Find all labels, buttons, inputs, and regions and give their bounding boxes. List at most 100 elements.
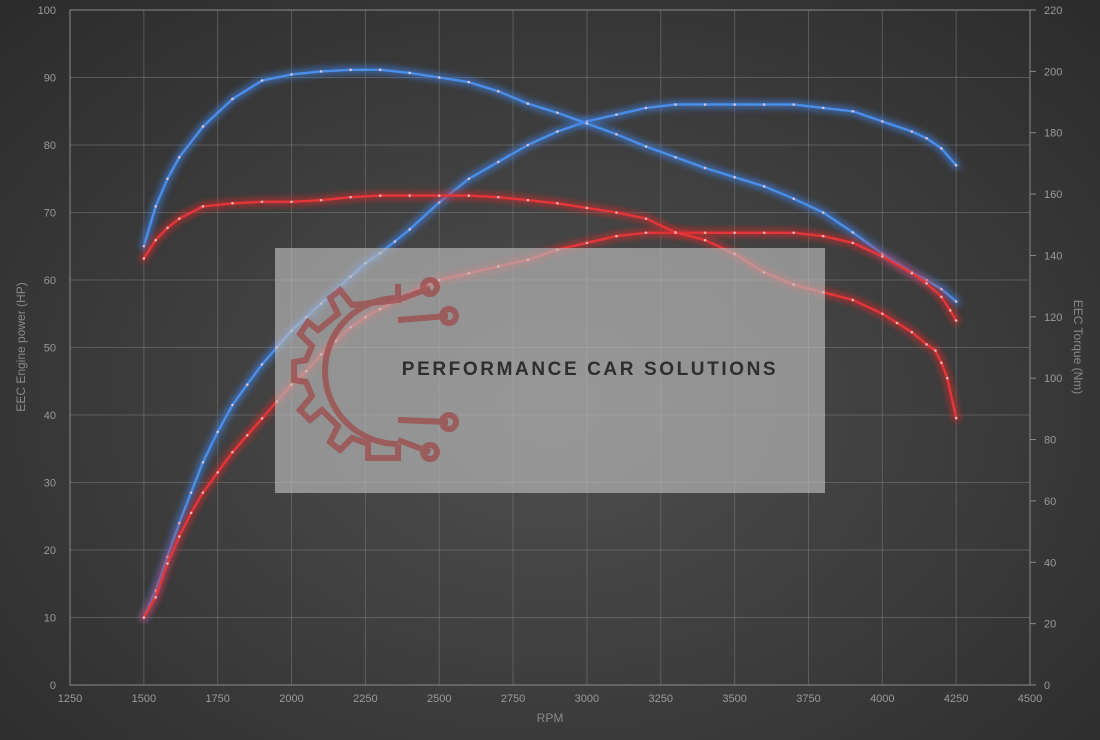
data-point bbox=[881, 255, 884, 258]
series-line bbox=[142, 68, 958, 303]
right-tick-label: 180 bbox=[1044, 128, 1062, 140]
data-point bbox=[792, 197, 795, 200]
data-point bbox=[821, 106, 825, 110]
x-tick-label: 4000 bbox=[870, 693, 894, 705]
data-point bbox=[166, 226, 169, 230]
data-point bbox=[437, 201, 441, 204]
data-point bbox=[142, 244, 146, 248]
data-point bbox=[910, 130, 914, 133]
data-point bbox=[231, 201, 234, 205]
data-point bbox=[925, 343, 928, 346]
data-point bbox=[948, 309, 952, 312]
data-point bbox=[762, 185, 766, 188]
data-point bbox=[674, 103, 677, 106]
data-point bbox=[290, 200, 293, 204]
data-point bbox=[895, 321, 899, 325]
right-tick-label: 40 bbox=[1044, 557, 1056, 569]
left-axis-title: EEC Engine power (HP) bbox=[14, 282, 28, 411]
data-point bbox=[674, 155, 677, 159]
x-tick-label: 2750 bbox=[501, 693, 525, 705]
data-point bbox=[319, 198, 323, 202]
data-point bbox=[851, 241, 855, 245]
x-tick-label: 2250 bbox=[353, 693, 377, 705]
data-point bbox=[189, 511, 193, 515]
data-point bbox=[954, 416, 958, 420]
data-point bbox=[954, 319, 958, 322]
data-point bbox=[378, 68, 382, 72]
data-point bbox=[408, 194, 411, 197]
data-point bbox=[733, 231, 736, 235]
data-point bbox=[393, 240, 397, 243]
x-tick-label: 4250 bbox=[944, 693, 968, 705]
x-tick-label: 3250 bbox=[649, 693, 673, 705]
data-point bbox=[940, 361, 943, 365]
right-tick-label: 200 bbox=[1044, 66, 1062, 78]
data-point bbox=[260, 417, 264, 420]
data-point bbox=[925, 282, 928, 285]
data-point bbox=[910, 271, 914, 275]
data-point bbox=[497, 195, 500, 199]
right-tick-label: 220 bbox=[1044, 5, 1062, 17]
data-point bbox=[703, 238, 707, 242]
data-point bbox=[585, 122, 589, 125]
left-tick-label: 70 bbox=[44, 208, 56, 220]
series-line bbox=[142, 103, 958, 619]
right-tick-label: 100 bbox=[1044, 373, 1062, 385]
data-point bbox=[497, 160, 500, 164]
data-point bbox=[245, 383, 249, 386]
data-point bbox=[201, 205, 205, 208]
data-point bbox=[177, 155, 181, 159]
left-tick-label: 90 bbox=[44, 73, 56, 85]
data-point bbox=[201, 491, 205, 494]
right-tick-label: 120 bbox=[1044, 312, 1062, 324]
right-tick-label: 0 bbox=[1044, 680, 1050, 692]
x-tick-label: 4500 bbox=[1018, 693, 1042, 705]
left-axis-ticks: 0 10 20 30 40 50 60 70 80 90 100 bbox=[38, 5, 56, 692]
data-point bbox=[319, 70, 323, 73]
data-point bbox=[526, 102, 530, 105]
data-point bbox=[851, 231, 855, 234]
series-1 bbox=[139, 65, 961, 306]
data-point bbox=[792, 231, 795, 235]
data-point bbox=[166, 177, 169, 181]
data-point bbox=[497, 90, 500, 93]
data-point bbox=[644, 106, 648, 110]
x-axis-ticks: 1250 1500 1750 2000 2250 2500 2750 3000 3250 3500… bbox=[58, 693, 1042, 705]
data-point bbox=[585, 241, 589, 245]
left-tick-label: 40 bbox=[44, 410, 56, 422]
data-point bbox=[526, 198, 530, 202]
data-point bbox=[154, 595, 157, 599]
data-point bbox=[703, 103, 707, 106]
x-tick-label: 1750 bbox=[205, 693, 229, 705]
left-tick-label: 60 bbox=[44, 275, 56, 287]
data-point bbox=[201, 460, 205, 464]
data-point bbox=[177, 521, 181, 525]
data-point bbox=[467, 194, 471, 197]
data-point bbox=[231, 403, 234, 407]
data-point bbox=[408, 228, 411, 231]
left-tick-label: 50 bbox=[44, 343, 56, 355]
left-tick-label: 0 bbox=[50, 680, 56, 692]
data-point bbox=[762, 103, 766, 106]
right-tick-label: 160 bbox=[1044, 189, 1062, 201]
data-point bbox=[142, 257, 146, 260]
right-axis-title: EEC Torque (Nm) bbox=[1071, 300, 1085, 394]
data-point bbox=[201, 125, 205, 128]
left-tick-label: 10 bbox=[44, 613, 56, 625]
data-point bbox=[615, 211, 618, 214]
data-point bbox=[526, 143, 530, 147]
data-point bbox=[154, 238, 157, 242]
data-point bbox=[585, 206, 589, 210]
series-3 bbox=[139, 191, 961, 423]
data-point bbox=[556, 130, 559, 133]
data-point bbox=[945, 376, 949, 380]
data-point bbox=[934, 349, 937, 352]
data-point bbox=[437, 76, 441, 79]
data-point bbox=[467, 177, 471, 181]
data-point bbox=[925, 136, 928, 140]
data-point bbox=[231, 97, 234, 101]
data-point bbox=[216, 430, 219, 434]
x-tick-label: 2500 bbox=[427, 693, 451, 705]
data-point bbox=[821, 211, 825, 214]
x-axis-title: RPM bbox=[537, 711, 564, 725]
